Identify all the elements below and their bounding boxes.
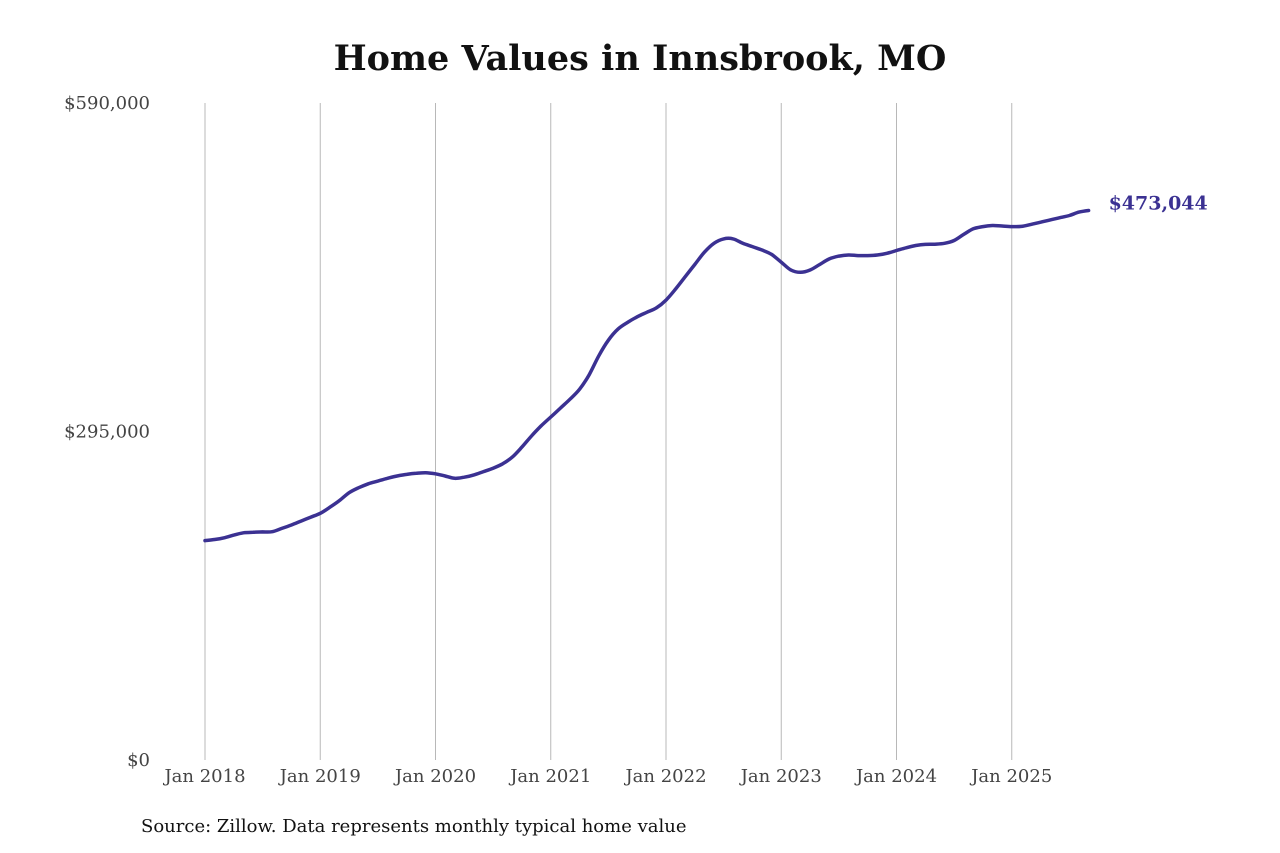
x-tick-label: Jan 2024 [854, 766, 937, 787]
chart-title: Home Values in Innsbrook, MO [333, 38, 947, 79]
chart-source: Source: Zillow. Data represents monthly … [141, 816, 687, 837]
series-line [203, 208, 1091, 543]
x-tick-label: Jan 2025 [969, 766, 1052, 787]
y-tick-label: $0 [127, 750, 150, 771]
x-tick-label: Jan 2021 [508, 766, 591, 787]
x-tick-label: Jan 2023 [739, 766, 822, 787]
x-tick-label: Jan 2020 [393, 766, 476, 787]
x-tick-label: Jan 2019 [278, 766, 361, 787]
series-end-label: $473,044 [1109, 192, 1208, 214]
y-tick-label: $295,000 [64, 422, 150, 443]
y-tick-label: $590,000 [64, 93, 150, 114]
x-tick-label: Jan 2018 [162, 766, 245, 787]
x-tick-label: Jan 2022 [623, 766, 706, 787]
